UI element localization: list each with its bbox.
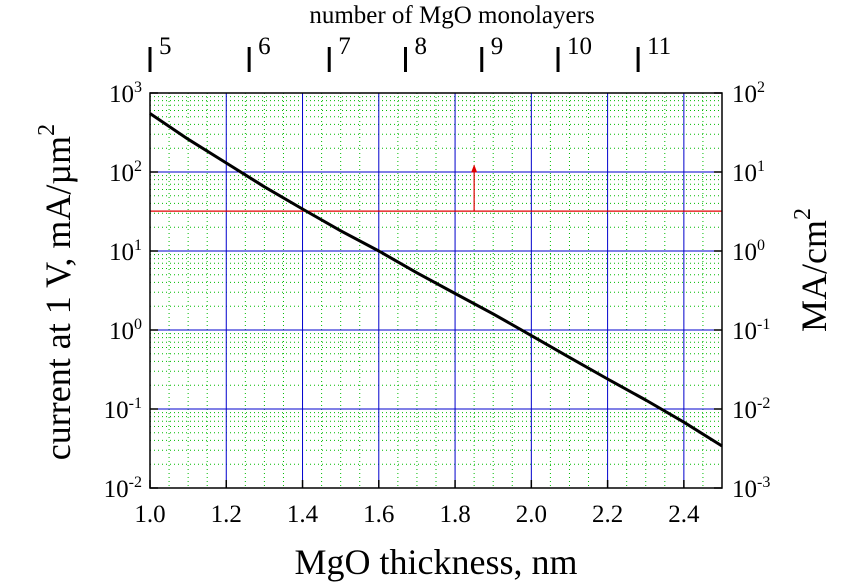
y-left-tick-exponent: -2 [129,474,142,491]
y-right-tick-base: 10 [732,318,757,345]
threshold-arrow-head [471,164,478,173]
y-right-tick-exponent: 1 [757,158,765,175]
x-tick-label: 2.4 [668,501,700,528]
top-axis-title: number of MgO monolayers [309,2,594,29]
y-left-tick-base: 10 [104,476,129,503]
minor-grid [150,93,722,488]
y-left-tick-label: 100 [109,316,142,345]
top-tick-label: 7 [338,33,351,60]
y-right-tick-label: 101 [732,158,765,187]
y-left-tick-label: 102 [109,158,142,187]
y-right-tick-base: 10 [732,397,757,424]
x-tick-label: 1.8 [439,501,470,528]
series-group [149,112,723,448]
y-left-axis-title: current at 1 V, mA/µm2 [34,124,78,460]
y-left-tick-base: 10 [104,397,129,424]
x-axis-ticks: 1.0 1.2 1.4 1.6 1.8 2.0 2.2 2.4 [134,480,700,528]
top-tick-label: 10 [567,33,592,60]
y-right-tick-label: 10-2 [732,395,770,424]
top-tick-label: 8 [414,33,427,60]
y-left-tick-exponent: 0 [134,316,142,333]
y-left-axis-title-text: current at 1 V, mA/µm [38,136,78,460]
x-tick-label: 1.4 [287,501,319,528]
y-right-tick-exponent: 0 [757,237,765,254]
y-left-tick-label: 10-2 [104,474,142,503]
y-right-axis-title-superscript: 2 [790,208,816,220]
y-right-tick-label: 102 [732,79,765,108]
y-left-tick-base: 10 [109,318,134,345]
top-tick-label: 5 [159,33,172,60]
x-tick-label: 1.6 [363,501,394,528]
y-right-axis-title-text: MA/cm [794,220,834,332]
top-tick-label: 9 [491,33,504,60]
y-right-tick-exponent: -2 [757,395,770,412]
y-left-tick-label: 101 [109,237,142,266]
plot-frame [149,92,723,489]
x-axis-title: MgO thickness, nm [295,542,578,582]
major-grid [150,93,722,488]
y-left-tick-exponent: 3 [134,79,142,96]
x-tick-label: 2.2 [592,501,623,528]
series-line [149,112,723,448]
y-right-axis-title: MA/cm2 [790,208,834,332]
top-tick-label: 6 [258,33,271,60]
y-left-tick-label: 10-1 [104,395,142,424]
x-tick-label: 2.0 [516,501,547,528]
y-left-tick-exponent: 2 [134,158,142,175]
y-left-tick-label: 103 [109,79,142,108]
y-right-tick-exponent: -1 [757,316,770,333]
y-right-tick-base: 10 [732,160,757,187]
y-left-tick-base: 10 [109,239,134,266]
y-right-tick-base: 10 [732,239,757,266]
y-right-tick-label: 10-3 [732,474,770,503]
y-right-tick-exponent: 2 [757,79,765,96]
y-left-tick-base: 10 [109,160,134,187]
x-tick-label: 1.2 [211,501,242,528]
y-right-tick-base: 10 [732,81,757,108]
y-right-tick-exponent: -3 [757,474,770,491]
y-left-tick-exponent: -1 [129,395,142,412]
y-left-tick-exponent: 1 [134,237,142,254]
top-tick-label: 11 [647,33,671,60]
y-left-tick-base: 10 [109,81,134,108]
y-right-tick-base: 10 [732,476,757,503]
y-right-tick-label: 10-1 [732,316,770,345]
y-left-axis-title-superscript: 2 [34,124,60,136]
y-right-tick-label: 100 [732,237,765,266]
x-tick-label: 1.0 [134,501,165,528]
annotations [150,164,722,212]
top-axis-ticks: 5 6 7 8 9 10 11 [148,33,671,72]
